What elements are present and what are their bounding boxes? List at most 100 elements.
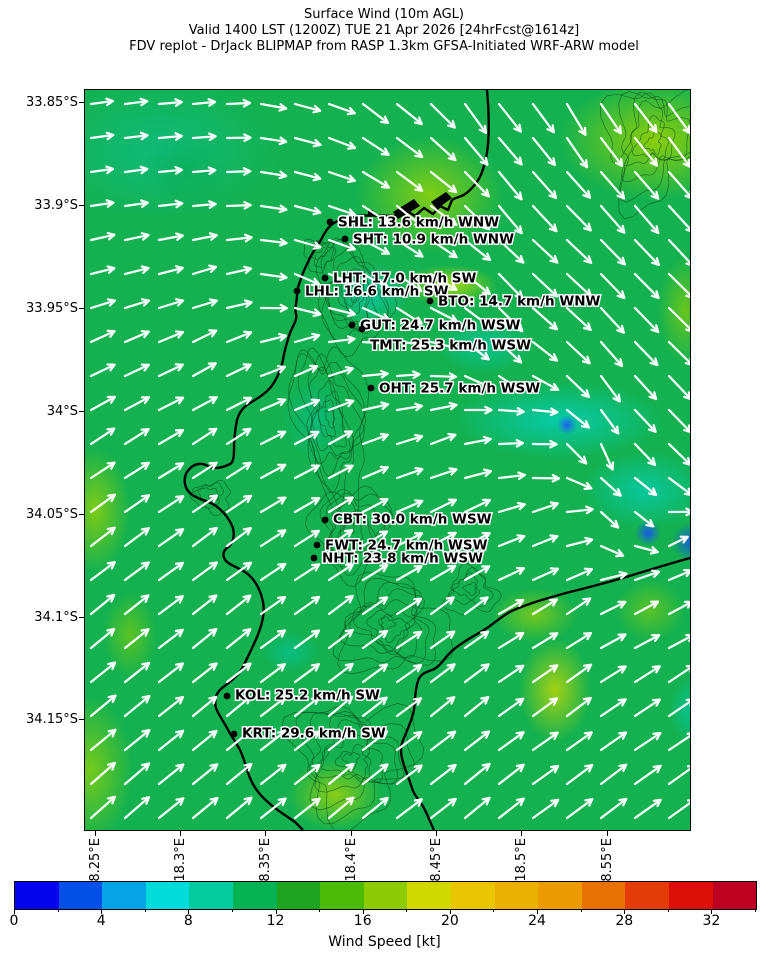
contour-ring xyxy=(462,581,478,597)
colorbar-tick-mark xyxy=(319,909,321,912)
wind-arrow xyxy=(327,335,356,344)
wind-arrow xyxy=(191,166,217,175)
wind-arrow xyxy=(293,238,322,250)
wind-arrow xyxy=(157,797,185,820)
wind-arrow xyxy=(531,204,558,233)
wind-arrow xyxy=(599,544,625,558)
colorbar-segment xyxy=(102,882,146,909)
wind-arrow xyxy=(293,102,322,114)
station-dot-kol xyxy=(223,692,231,700)
wind-arrow xyxy=(395,730,423,752)
wind-arrow xyxy=(429,730,457,752)
wind-arrow xyxy=(429,401,458,412)
wind-arrow xyxy=(667,476,690,496)
wind-arrow xyxy=(361,564,389,582)
wind-arrow xyxy=(395,170,424,192)
station-label-bto: BTO: 14.7 km/h WNW xyxy=(438,294,601,310)
wind-arrow xyxy=(89,728,117,752)
wind-arrow xyxy=(429,696,456,718)
station-dot-sht xyxy=(341,235,349,243)
wind-arrow xyxy=(191,396,218,412)
wind-arrow xyxy=(361,530,389,548)
colorbar-tick-mark xyxy=(711,909,713,914)
wind-arrow xyxy=(225,594,252,616)
wind-arrow xyxy=(191,264,218,276)
colorbar-segment xyxy=(189,882,233,909)
colorbar-tick-mark xyxy=(580,909,582,912)
wind-arrow xyxy=(123,232,150,242)
wind-arrow xyxy=(259,333,287,344)
wind-arrow xyxy=(633,408,657,433)
wind-arrow xyxy=(259,629,286,650)
wind-arrow xyxy=(123,461,150,480)
x-axis-tick-mark xyxy=(521,831,522,836)
wind-arrow xyxy=(327,136,357,150)
wind-arrow xyxy=(463,730,491,752)
contour-ring xyxy=(441,562,502,616)
wind-arrow xyxy=(565,567,593,582)
x-axis-tick-mark xyxy=(436,831,437,836)
wind-arrow xyxy=(293,763,321,786)
contour-ring xyxy=(377,614,411,643)
wind-arrow xyxy=(633,306,660,334)
wind-arrow xyxy=(293,306,322,317)
wind-arrow xyxy=(667,568,690,582)
wind-arrow xyxy=(531,567,559,582)
station-label-sht: SHT: 10.9 km/h WNW xyxy=(353,232,514,248)
wind-arrow xyxy=(463,102,488,134)
contour-ring xyxy=(297,347,366,493)
y-axis-tick-mark xyxy=(79,411,84,412)
wind-arrow xyxy=(191,132,217,142)
wind-arrow xyxy=(361,102,390,125)
wind-arrow xyxy=(293,170,322,182)
wind-arrow xyxy=(633,102,658,134)
wind-arrow xyxy=(361,170,390,189)
y-axis-tick-mark xyxy=(79,102,84,103)
contour-ring xyxy=(339,514,363,542)
wind-arrow xyxy=(225,461,252,480)
wind-arrow xyxy=(633,798,662,820)
wind-arrow xyxy=(531,340,559,362)
wind-arrow xyxy=(497,136,523,166)
colorbar-tick-label: 12 xyxy=(266,913,285,929)
wind-arrow xyxy=(361,663,389,684)
contour-ring xyxy=(620,92,690,182)
wind-arrow xyxy=(667,170,690,199)
colorbar-tick-mark xyxy=(188,909,190,914)
wind-arrow xyxy=(157,429,185,446)
colorbar-tick-mark xyxy=(14,909,15,914)
wind-arrow xyxy=(429,797,457,820)
wind-arrow xyxy=(565,764,594,786)
wind-arrow xyxy=(259,496,287,514)
wind-arrow xyxy=(225,201,252,210)
wind-arrow xyxy=(531,272,559,298)
wind-arrow xyxy=(123,796,151,820)
colorbar-tick-label: 0 xyxy=(9,913,19,929)
wind-arrow xyxy=(361,730,389,752)
wind-arrow xyxy=(89,593,116,616)
wind-arrow xyxy=(531,238,559,264)
wind-arrow xyxy=(89,561,116,582)
wind-arrow xyxy=(395,370,421,380)
station-label-tmt: TMT: 25.3 km/h WSW xyxy=(370,338,531,354)
wind-arrow xyxy=(531,731,559,752)
wind-arrow xyxy=(225,527,252,548)
wind-arrow xyxy=(531,102,555,134)
wind-arrow xyxy=(667,238,690,266)
wind-arrow xyxy=(463,136,489,166)
contour-ring xyxy=(306,366,355,465)
wind-arrow xyxy=(259,730,287,752)
wind-arrow xyxy=(395,499,424,514)
contour-ring xyxy=(197,487,219,505)
colorbar-tick-mark xyxy=(362,909,364,914)
wind-arrow xyxy=(327,430,353,446)
wind-arrow xyxy=(293,272,321,286)
colorbar-tick-mark xyxy=(537,909,539,914)
y-axis-tick-mark xyxy=(79,719,84,720)
contour-ring xyxy=(295,710,415,825)
contour-ring xyxy=(324,256,380,331)
wind-arrow xyxy=(565,696,592,718)
colorbar-tick-label: 32 xyxy=(702,913,721,929)
station-dot-oht xyxy=(367,384,375,392)
